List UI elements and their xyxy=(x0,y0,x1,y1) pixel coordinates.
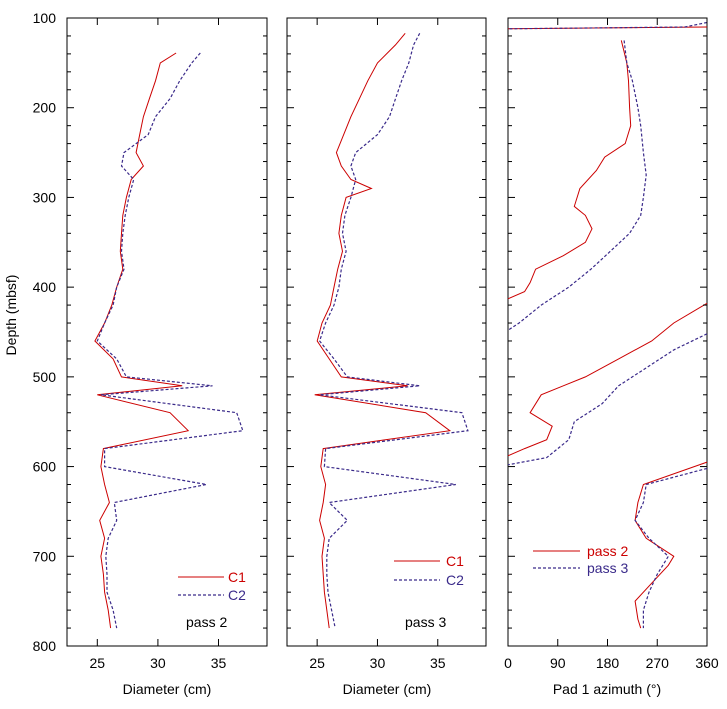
y-tick-label-6: 700 xyxy=(33,548,57,564)
series-line-middle-c2-0 xyxy=(318,33,469,629)
annotation-pass-3: pass 3 xyxy=(405,614,446,630)
series-line-right-pass-3-3 xyxy=(634,467,708,629)
legend-right: pass 2 pass 3 xyxy=(533,543,628,576)
legend-left-c2-label: C2 xyxy=(228,587,246,603)
y-tick-label-4: 500 xyxy=(33,369,57,385)
series-line-right-pass-2-2 xyxy=(507,302,708,457)
series-line-right-pass-3-0 xyxy=(507,21,708,30)
x-tick-label-right-0: 0 xyxy=(504,655,512,671)
right-plot-area xyxy=(507,21,708,629)
y-tick-label-1: 200 xyxy=(33,100,57,116)
legend-left-c1-label: C1 xyxy=(228,569,246,585)
panel-left-frame xyxy=(66,17,268,647)
legend-middle-c2-label: C2 xyxy=(446,572,464,588)
legend-middle: C1 C2 xyxy=(394,553,464,588)
y-tick-label-3: 400 xyxy=(33,279,57,295)
series-line-right-pass-2-3 xyxy=(634,461,708,629)
x-tick-label-left-0: 25 xyxy=(90,655,106,671)
y-tick-label-2: 300 xyxy=(33,189,57,205)
legend-right-pass2-label: pass 2 xyxy=(587,543,628,559)
x-tick-label-middle-1: 30 xyxy=(370,655,386,671)
panel-middle-frame xyxy=(286,17,487,647)
series-line-right-pass-2-1 xyxy=(507,40,632,300)
y-tick-label-0: 100 xyxy=(33,10,57,26)
x-axis-label-left: Diameter (cm) xyxy=(123,681,212,697)
legend-left: C1 C2 xyxy=(178,569,246,603)
x-tick-label-right-3: 270 xyxy=(646,655,670,671)
y-tick-label-5: 600 xyxy=(33,459,57,475)
series-line-middle-c1-0 xyxy=(314,32,452,629)
left-plot-area xyxy=(94,52,244,629)
y-tick-label-7: 800 xyxy=(33,638,57,654)
legend-right-pass3-label: pass 3 xyxy=(587,560,628,576)
x-tick-label-left-1: 30 xyxy=(150,655,166,671)
tick-labels: 25 30 35 25 30 35 0 90 180 270 360 100 200 300 400 500 6… xyxy=(33,10,719,671)
x-axis-label-right: Pad 1 azimuth (°) xyxy=(553,681,661,697)
y-axis-label: Depth (mbsf) xyxy=(3,275,19,356)
x-tick-label-right-1: 90 xyxy=(550,655,566,671)
series-line-right-pass-3-2 xyxy=(507,333,708,466)
series-line-left-c2-0 xyxy=(96,52,244,629)
tick-marks xyxy=(67,17,708,647)
x-tick-label-left-2: 35 xyxy=(211,655,227,671)
legend-middle-c1-label: C1 xyxy=(446,553,464,569)
series-line-left-c1-0 xyxy=(94,52,190,629)
x-tick-label-middle-0: 25 xyxy=(309,655,325,671)
x-tick-label-right-2: 180 xyxy=(596,655,620,671)
x-tick-label-middle-2: 35 xyxy=(430,655,446,671)
annotation-pass-2: pass 2 xyxy=(186,614,227,630)
x-tick-label-right-4: 360 xyxy=(695,655,719,671)
series-line-right-pass-3-1 xyxy=(507,40,647,331)
x-axis-label-middle: Diameter (cm) xyxy=(343,681,432,697)
middle-plot-area xyxy=(314,32,469,629)
